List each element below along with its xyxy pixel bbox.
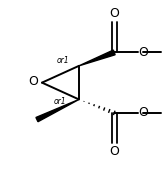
Text: O: O: [109, 7, 119, 20]
Polygon shape: [36, 99, 79, 122]
Text: or1: or1: [57, 56, 69, 65]
Text: O: O: [139, 106, 149, 119]
Polygon shape: [79, 50, 115, 66]
Text: O: O: [139, 46, 149, 59]
Text: O: O: [28, 75, 38, 88]
Text: or1: or1: [53, 97, 66, 106]
Text: O: O: [109, 145, 119, 158]
